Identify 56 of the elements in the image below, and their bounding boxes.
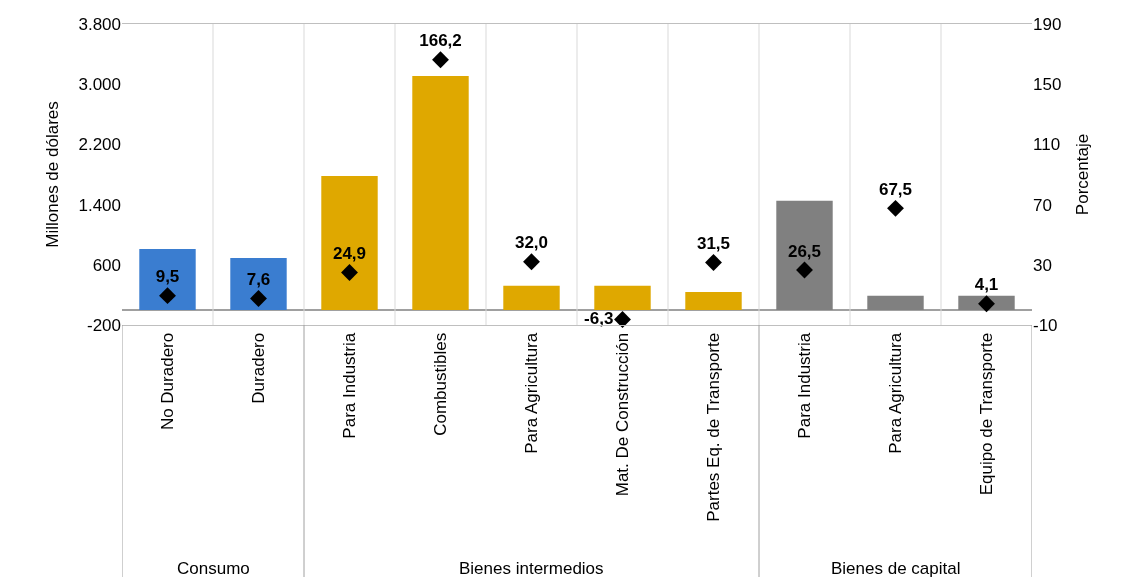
point — [978, 295, 995, 313]
y2-tick-label: -10 — [1033, 315, 1058, 335]
point — [159, 287, 176, 305]
point — [796, 261, 813, 279]
point — [705, 254, 722, 271]
bar — [412, 75, 469, 310]
bar — [321, 176, 378, 310]
data-label: 7,6 — [246, 270, 271, 290]
y-tick-label: 2.200 — [78, 135, 121, 155]
bar — [230, 258, 287, 310]
data-label: 26,5 — [787, 241, 822, 261]
text: Bienes de capital — [831, 559, 961, 577]
point — [523, 253, 540, 271]
x-tick-label: Equipo de Transporte — [977, 332, 997, 496]
text: Consumo — [177, 559, 250, 577]
bar — [594, 285, 651, 310]
data-label: -6,3 — [584, 308, 614, 328]
data-label: 67,5 — [878, 179, 913, 199]
x-tick-label: Mat. De Construcción — [613, 332, 633, 497]
y-tick-label: 1.400 — [78, 195, 121, 215]
bar — [776, 200, 833, 310]
y2-tick-label: 190 — [1033, 14, 1062, 34]
y-tick-label: -200 — [86, 315, 121, 335]
x-tick-label: Para Industria — [795, 332, 815, 439]
data-label: 24,9 — [332, 244, 367, 264]
y-axis-title: Millones de dólares — [43, 101, 62, 248]
y-tick-label: 3.000 — [78, 75, 121, 95]
y-tick-label: 600 — [92, 255, 121, 275]
x-tick-label: Partes Eq. de Transporte — [704, 332, 724, 522]
x-tick-label: Duradero — [249, 332, 269, 404]
bar — [503, 285, 560, 310]
data-label: 4,1 — [974, 275, 999, 295]
point — [432, 51, 449, 69]
y2-tick-label: 30 — [1033, 255, 1052, 275]
x-tick-label: Para Agricultura — [886, 332, 906, 454]
bar — [685, 291, 742, 310]
y2-tick-label: 110 — [1033, 135, 1061, 155]
y2-tick-label: 150 — [1033, 75, 1062, 95]
point — [250, 290, 267, 307]
x-tick-label: Para Agricultura — [522, 332, 542, 454]
y2-axis-title: Porcentaje — [1072, 133, 1092, 216]
y2-tick-label: 70 — [1033, 195, 1052, 215]
x-tick-label: No Duradero — [158, 332, 178, 431]
text: Bienes intermedios — [459, 559, 604, 577]
y-tick-label: 3.800 — [78, 14, 121, 34]
bar — [139, 249, 196, 310]
x-tick-label: Para Industria — [340, 332, 360, 439]
bar — [867, 295, 924, 310]
data-label: 166,2 — [419, 31, 462, 51]
point — [614, 310, 631, 328]
point — [341, 264, 358, 281]
data-label: 9,5 — [155, 267, 180, 287]
data-label: 31,5 — [696, 234, 731, 254]
point — [887, 199, 904, 217]
data-label: 32,0 — [514, 233, 549, 253]
x-tick-label: Combustibles — [431, 332, 451, 436]
